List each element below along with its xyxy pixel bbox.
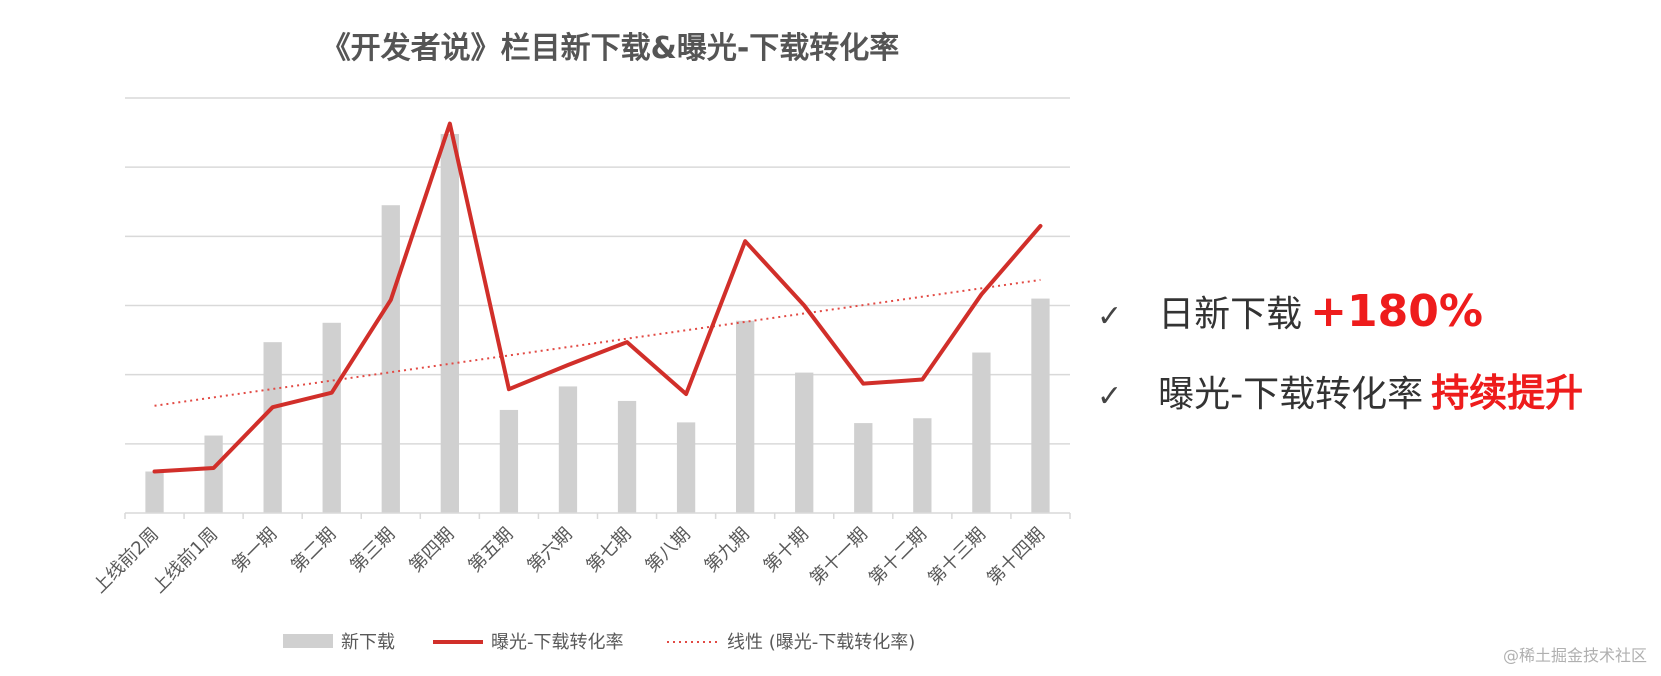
- line-point: [212, 466, 216, 470]
- bar: [322, 322, 341, 513]
- line-point: [920, 378, 924, 382]
- x-tick-label: 第九期: [701, 524, 754, 577]
- bar: [263, 342, 282, 513]
- x-tick-label: 第二期: [287, 524, 340, 577]
- line-series-path: [152, 121, 1043, 474]
- bar: [913, 418, 932, 513]
- check-icon: ✓: [1097, 299, 1123, 334]
- line-point: [389, 298, 393, 302]
- x-tick-label: 第七期: [583, 524, 636, 577]
- bar: [854, 423, 873, 513]
- legend-label: 曝光-下载转化率: [491, 632, 624, 653]
- legend-label: 新下载: [341, 632, 395, 653]
- bar: [145, 471, 164, 513]
- line-point: [448, 122, 452, 126]
- bullet-new-downloads: ✓ 日新下载 +180%: [1097, 285, 1483, 337]
- bullet-highlight: +180%: [1310, 286, 1483, 337]
- x-tick-label: 第八期: [642, 524, 695, 577]
- line-point: [802, 304, 806, 307]
- check-icon: ✓: [1097, 379, 1123, 414]
- bar-series: [145, 133, 1050, 514]
- line-point: [153, 470, 157, 473]
- bar: [381, 205, 400, 514]
- bullet-conversion-rate: ✓ 曝光-下载转化率 持续提升: [1097, 362, 1583, 417]
- bar: [558, 386, 578, 513]
- line-point: [979, 292, 983, 296]
- x-tick-label: 第十四期: [983, 524, 1049, 590]
- legend-swatch-bar: [283, 634, 333, 648]
- gridlines: [125, 97, 1070, 445]
- x-tick-label: 第三期: [346, 524, 399, 577]
- watermark: @稀土掘金技术社区: [1502, 646, 1647, 665]
- bullet-highlight: 持续提升: [1431, 371, 1584, 415]
- x-tick-label: 上线前1周: [148, 524, 222, 598]
- legend-label: 线性 (曝光-下载转化率): [727, 632, 915, 653]
- line-point: [271, 405, 275, 409]
- line-series: [152, 121, 1043, 474]
- bar: [1031, 298, 1050, 513]
- x-tick-label: 第四期: [405, 524, 458, 577]
- line-point: [566, 363, 570, 367]
- x-tick-label: 第十期: [760, 524, 813, 577]
- line-point: [330, 391, 334, 395]
- bar: [676, 422, 696, 513]
- x-tick-label: 第六期: [523, 524, 576, 577]
- line-point: [684, 392, 688, 396]
- legend: 新下载 曝光-下载转化率 线性 (曝光-下载转化率): [283, 632, 915, 653]
- x-tick-label: 第十二期: [865, 524, 931, 590]
- chart-title: 《开发者说》栏目新下载&曝光-下载转化率: [321, 31, 900, 66]
- bar: [795, 372, 814, 513]
- bar: [736, 320, 755, 513]
- x-tick-label: 第十一期: [806, 524, 872, 590]
- line-point: [861, 382, 865, 386]
- bar: [499, 409, 519, 513]
- bar: [617, 400, 637, 513]
- line-point: [743, 239, 747, 243]
- line-point: [1038, 224, 1042, 228]
- bullet-text: 日新下载: [1158, 294, 1303, 335]
- bar: [204, 435, 223, 513]
- line-point: [507, 387, 511, 391]
- bullet-text: 曝光-下载转化率: [1158, 374, 1424, 415]
- x-axis: [124, 512, 1071, 519]
- trendline-series: [154, 278, 1041, 407]
- x-tick-label: 第十三期: [924, 524, 990, 590]
- bar: [440, 133, 459, 513]
- x-tick-label: 第五期: [464, 524, 517, 577]
- line-point: [625, 340, 629, 344]
- bar: [972, 352, 991, 513]
- trendline: [154, 278, 1041, 407]
- x-tick-label: 第一期: [228, 524, 281, 577]
